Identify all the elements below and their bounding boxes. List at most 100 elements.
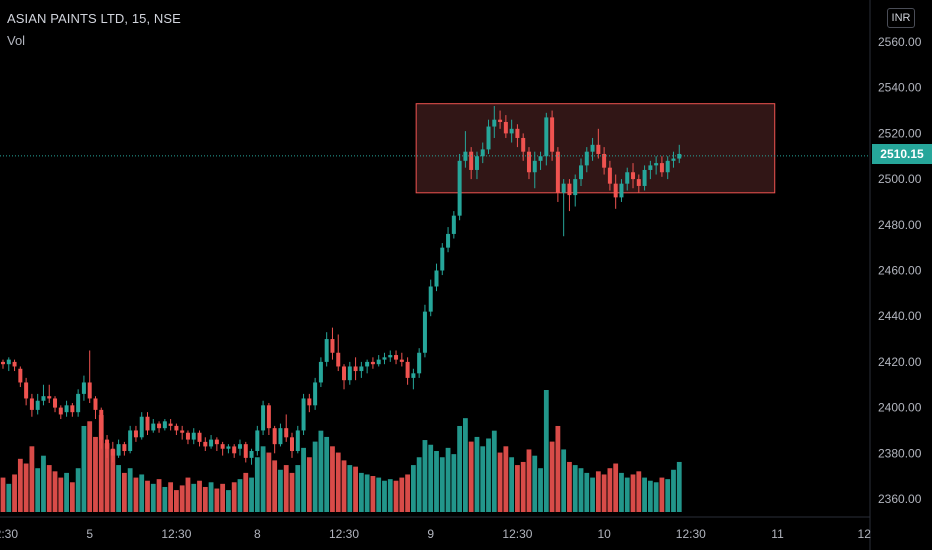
candle[interactable]: [41, 384, 46, 406]
candle[interactable]: [607, 160, 612, 191]
candle[interactable]: [93, 396, 98, 420]
candle[interactable]: [12, 359, 17, 372]
candle[interactable]: [665, 156, 670, 180]
candle[interactable]: [642, 165, 647, 191]
candle[interactable]: [318, 357, 323, 388]
candle[interactable]: [290, 432, 294, 458]
candle[interactable]: [261, 400, 266, 436]
candle[interactable]: [480, 142, 485, 164]
candle[interactable]: [515, 124, 520, 148]
candle[interactable]: [128, 425, 133, 454]
candle[interactable]: [6, 357, 11, 372]
candle[interactable]: [313, 377, 318, 410]
candle[interactable]: [284, 414, 289, 442]
candle[interactable]: [249, 448, 254, 465]
candle[interactable]: [526, 147, 531, 180]
candle[interactable]: [521, 133, 526, 161]
range-box[interactable]: [415, 103, 776, 194]
candle[interactable]: [625, 167, 630, 191]
candle[interactable]: [110, 441, 115, 463]
candle[interactable]: [347, 361, 352, 385]
candle[interactable]: [29, 393, 34, 417]
candle[interactable]: [220, 441, 225, 456]
candle[interactable]: [636, 174, 641, 193]
candle[interactable]: [1, 359, 5, 369]
candle[interactable]: [122, 441, 127, 456]
candle[interactable]: [596, 128, 601, 159]
candle[interactable]: [509, 119, 514, 143]
candle[interactable]: [116, 439, 121, 458]
candle[interactable]: [434, 263, 439, 292]
candle[interactable]: [174, 423, 179, 436]
candle[interactable]: [243, 441, 248, 463]
candle[interactable]: [486, 119, 491, 154]
candle[interactable]: [659, 156, 664, 177]
candle[interactable]: [555, 147, 560, 202]
candle[interactable]: [336, 334, 341, 372]
candle[interactable]: [87, 350, 92, 404]
candle[interactable]: [162, 419, 167, 431]
candle[interactable]: [370, 357, 375, 369]
candle[interactable]: [209, 435, 214, 449]
candle[interactable]: [301, 393, 306, 436]
candle[interactable]: [81, 375, 86, 401]
candle[interactable]: [353, 357, 358, 381]
candle[interactable]: [474, 151, 479, 180]
candle[interactable]: [411, 368, 416, 390]
candle[interactable]: [58, 405, 63, 420]
candle[interactable]: [157, 421, 162, 433]
candle[interactable]: [145, 412, 150, 436]
candle[interactable]: [394, 350, 399, 365]
candle[interactable]: [307, 393, 312, 413]
candle[interactable]: [654, 156, 659, 175]
candle[interactable]: [550, 110, 555, 161]
candle[interactable]: [18, 366, 23, 388]
candle[interactable]: [365, 359, 370, 374]
candle[interactable]: [197, 430, 202, 447]
candle[interactable]: [255, 425, 260, 456]
candle[interactable]: [376, 355, 381, 367]
candle[interactable]: [451, 211, 456, 239]
candle[interactable]: [590, 137, 595, 161]
candle[interactable]: [631, 163, 636, 189]
candle[interactable]: [151, 419, 156, 433]
candle[interactable]: [278, 423, 283, 447]
candle[interactable]: [405, 357, 410, 385]
candle[interactable]: [561, 179, 566, 237]
candle[interactable]: [324, 332, 329, 367]
candle[interactable]: [538, 151, 543, 170]
candle[interactable]: [457, 153, 462, 221]
price-axis[interactable]: 2360.00 2380.00 2400.00 2420.00 2440.00 2460.…: [878, 35, 922, 506]
candle[interactable]: [399, 352, 404, 367]
candle[interactable]: [232, 444, 237, 458]
candle[interactable]: [76, 389, 81, 417]
candle[interactable]: [214, 437, 219, 452]
candle[interactable]: [602, 147, 607, 175]
candle[interactable]: [99, 407, 104, 449]
candle[interactable]: [359, 361, 364, 378]
candle[interactable]: [203, 437, 208, 452]
candle[interactable]: [185, 430, 190, 445]
candle[interactable]: [648, 160, 653, 180]
candle[interactable]: [498, 110, 503, 129]
candle[interactable]: [191, 428, 196, 445]
candle[interactable]: [168, 419, 173, 431]
candle[interactable]: [35, 393, 40, 415]
candle[interactable]: [446, 227, 451, 253]
currency-label[interactable]: INR: [887, 8, 915, 28]
candle[interactable]: [47, 384, 52, 404]
candle[interactable]: [70, 403, 75, 417]
candle[interactable]: [428, 279, 433, 317]
candle[interactable]: [330, 327, 335, 360]
candle[interactable]: [388, 350, 393, 362]
candle[interactable]: [342, 364, 347, 390]
candle[interactable]: [677, 144, 682, 164]
candle[interactable]: [24, 377, 29, 406]
time-axis[interactable]: 12:30 5 12:30 8 12:30 9 12:30 10 12:30 11 12: [0, 527, 871, 541]
candle[interactable]: [544, 112, 549, 166]
candle[interactable]: [266, 403, 271, 436]
candle[interactable]: [237, 439, 242, 456]
candle[interactable]: [492, 105, 497, 138]
candle[interactable]: [440, 243, 445, 276]
